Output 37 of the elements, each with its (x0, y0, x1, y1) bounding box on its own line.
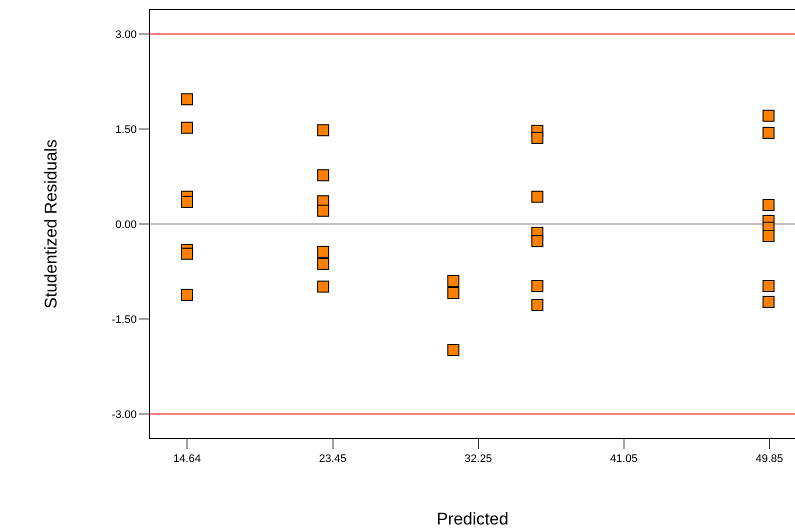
point (762, 230, 775, 242)
point (447, 274, 460, 287)
point (531, 299, 544, 312)
point (762, 280, 775, 292)
point (181, 248, 194, 260)
point (762, 296, 775, 308)
point (531, 190, 544, 203)
point (181, 288, 194, 301)
point (317, 169, 330, 182)
point (762, 126, 775, 139)
point (317, 124, 330, 136)
y-tick-label: -1.50 (112, 314, 137, 326)
y-tick-label: -3.00 (112, 408, 137, 421)
y-tick-label: 1.50 (115, 124, 137, 136)
x-tick-label: 32.25 (464, 453, 492, 466)
point (531, 235, 544, 248)
x-axis-title: Predicted (436, 510, 508, 529)
point (317, 258, 330, 270)
point (531, 132, 544, 144)
point (181, 122, 194, 134)
x-tick-label: 49.85 (756, 453, 784, 466)
point (317, 246, 330, 258)
x-tick-label: 14.64 (173, 453, 201, 466)
y-tick-label: 0.00 (115, 218, 137, 231)
point (181, 93, 194, 106)
point (447, 287, 460, 300)
point (447, 344, 460, 356)
y-axis-title: Studentized Residuals (41, 139, 60, 309)
point (317, 280, 330, 293)
x-tick-label: 41.05 (610, 453, 638, 466)
x-tick-label: 23.45 (318, 453, 347, 466)
point (762, 110, 775, 122)
point (317, 204, 330, 217)
point (531, 280, 544, 292)
point (181, 196, 194, 208)
y-tick-label: 3.00 (115, 28, 137, 41)
point (762, 199, 775, 212)
